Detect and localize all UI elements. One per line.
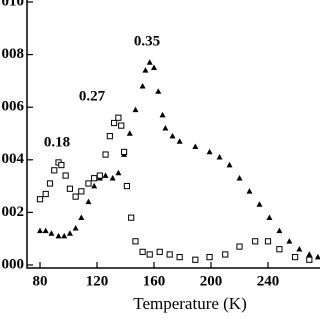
triangle-point [159, 111, 166, 118]
square-point [106, 133, 113, 140]
triangle-point [206, 148, 213, 155]
square-point [96, 172, 103, 179]
square-point [78, 188, 85, 195]
plot-frame [26, 0, 320, 269]
triangle-point [155, 88, 162, 94]
triangle-point [146, 59, 153, 65]
triangle-point [176, 138, 183, 144]
peak-annotation: 0.35 [134, 33, 160, 49]
peak-annotation: 0.27 [79, 88, 106, 104]
square-point [264, 238, 272, 245]
triangle-point [132, 106, 139, 113]
triangle-point [78, 214, 85, 220]
square-point [222, 251, 229, 258]
square-point [46, 180, 54, 187]
square-point [176, 254, 183, 261]
square-point [236, 243, 243, 250]
square-point [111, 119, 118, 127]
square-point [146, 251, 153, 258]
x-tick-label: 200 [200, 273, 223, 289]
triangle-point [142, 67, 149, 73]
square-point [66, 185, 74, 192]
triangle-point [169, 132, 176, 139]
square-point [120, 148, 128, 156]
triangle-point [66, 230, 73, 236]
triangle-point [115, 169, 122, 176]
square-point [166, 251, 173, 258]
y-tick-label: 000 [2, 256, 25, 272]
square-point [252, 238, 259, 245]
square-point [51, 167, 58, 174]
triangle-point [91, 182, 98, 189]
square-point [156, 248, 163, 255]
x-tick-label: 240 [257, 273, 280, 289]
square-point [132, 238, 139, 245]
triangle-point [109, 175, 116, 181]
y-tick-label: 006 [2, 99, 25, 115]
triangle-point [296, 246, 303, 252]
square-point [128, 214, 135, 221]
triangle-point [314, 253, 320, 260]
y-tick-label: 010 [2, 0, 25, 9]
triangle-point [48, 230, 55, 236]
triangle-point [226, 161, 233, 168]
square-point [206, 254, 213, 261]
square-point [62, 172, 69, 179]
y-tick-label: 008 [2, 46, 25, 62]
square-point [276, 246, 283, 253]
triangle-point [37, 227, 43, 234]
peak-annotation: 0.18 [44, 134, 70, 150]
x-tick-label: 80 [33, 273, 48, 289]
triangle-point [139, 82, 146, 89]
triangle-point [61, 232, 68, 239]
triangle-point [55, 232, 62, 239]
triangle-point [151, 64, 157, 71]
triangle-point [236, 175, 243, 181]
triangle-point [126, 130, 133, 136]
square-point [118, 122, 125, 129]
square-point [85, 180, 92, 187]
triangle-point [256, 201, 263, 207]
triangle-point [306, 251, 313, 257]
triangle-point [42, 227, 49, 234]
triangle-point [286, 238, 293, 244]
square-point [58, 161, 65, 169]
square-point [102, 151, 109, 158]
triangle-point [192, 143, 199, 149]
y-tick-label: 002 [2, 204, 25, 220]
square-point [42, 190, 49, 198]
triangle-point [246, 188, 253, 194]
square-point [123, 183, 131, 190]
triangle-point [162, 125, 169, 131]
square-point [91, 175, 98, 182]
triangle-point [276, 227, 283, 234]
x-axis-label: Temperature (K) [133, 294, 247, 313]
x-tick-label: 160 [143, 273, 166, 289]
triangle-point [85, 198, 92, 205]
square-point [291, 254, 299, 261]
triangle-point [216, 153, 223, 160]
y-tick-label: 004 [2, 151, 25, 167]
square-point [36, 196, 44, 203]
square-point [139, 248, 146, 255]
triangle-point [102, 172, 109, 178]
x-tick-label: 120 [86, 273, 109, 289]
square-point [72, 193, 79, 200]
square-point [115, 114, 122, 121]
triangle-point [266, 214, 273, 220]
square-point [192, 256, 199, 263]
triangle-point [72, 224, 79, 231]
square-point [306, 256, 313, 263]
